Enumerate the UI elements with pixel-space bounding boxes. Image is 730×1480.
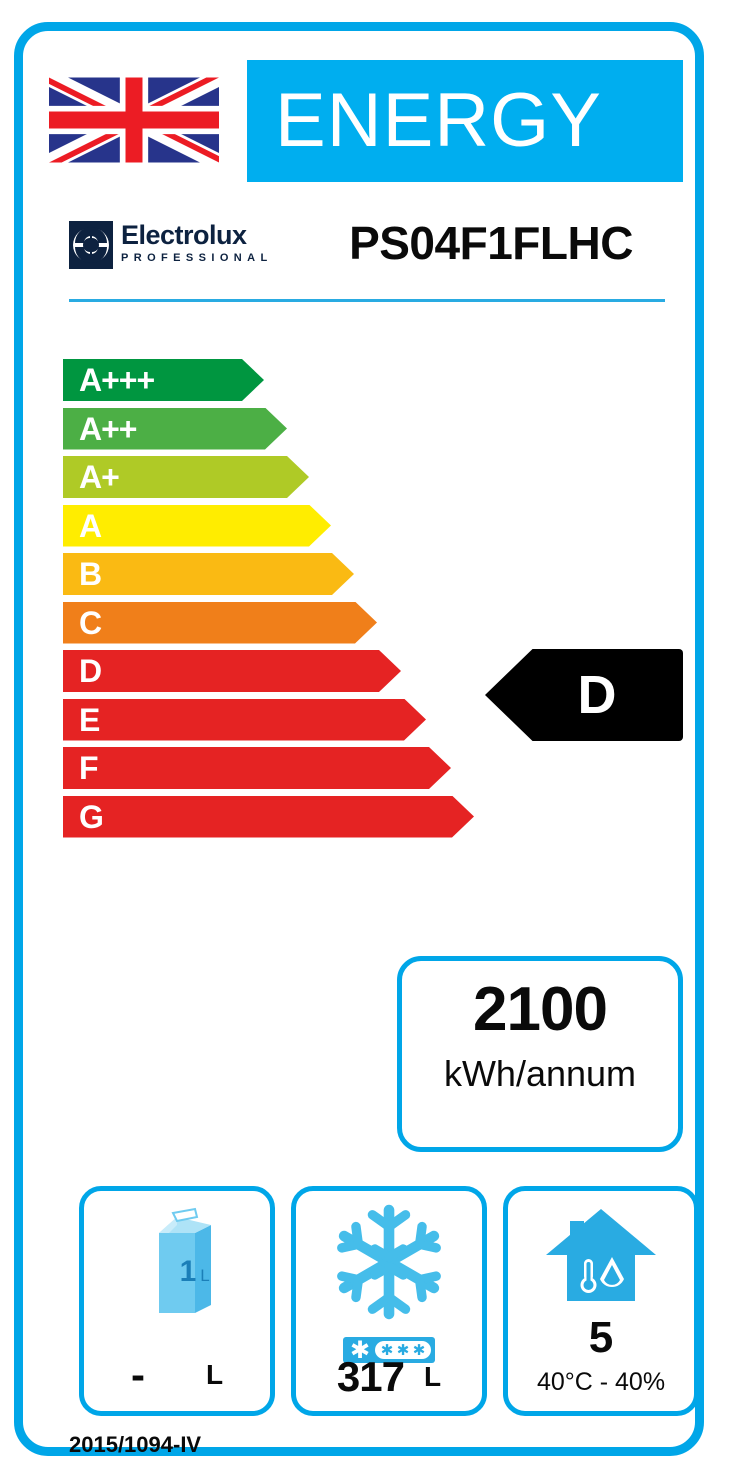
house-climate-icon	[508, 1203, 694, 1315]
selected-class-pointer: D	[485, 649, 683, 741]
class-row-A: A	[63, 504, 331, 547]
class-arrow: E	[63, 698, 426, 741]
climate-conditions: 40°C - 40%	[536, 1368, 666, 1396]
four-star-rating-icon: ✱ ✱ ✱ ✱	[296, 1335, 482, 1370]
model-name: PS04F1FLHC	[349, 217, 633, 269]
fridge-unit: L	[205, 1359, 224, 1390]
electrolux-logo-mark-icon	[69, 221, 113, 269]
milk-carton-icon: 1 L	[84, 1203, 270, 1321]
class-row-G: G	[63, 795, 474, 838]
svg-text:✱: ✱	[397, 1342, 410, 1359]
svg-text:✱: ✱	[350, 1337, 370, 1364]
class-row-E: E	[63, 698, 426, 741]
brand-sub: PROFESSIONAL	[121, 252, 273, 264]
class-arrow: C	[63, 601, 377, 644]
svg-text:L: L	[200, 1266, 209, 1285]
energy-banner: ENERGY	[247, 60, 683, 182]
class-arrow: B	[63, 553, 354, 595]
svg-text:✱: ✱	[381, 1342, 394, 1359]
class-arrow: D	[63, 650, 401, 692]
fridge-value: -	[130, 1351, 145, 1398]
class-letter: A	[79, 507, 102, 544]
climate-class-value: 5	[588, 1313, 614, 1362]
class-letter: A++	[79, 410, 137, 447]
brand-row: Electrolux PROFESSIONAL PS04F1FLHC	[49, 207, 683, 293]
pointer-arrow-shape	[485, 649, 683, 741]
class-arrow: A+++	[63, 359, 264, 401]
class-row-B: B	[63, 553, 354, 595]
energy-label-frame: ENERGY Electrolux PROFESSIONAL PS04F1FLH…	[14, 22, 704, 1457]
class-row-D: D	[63, 650, 401, 692]
electrolux-logo-icon: Electrolux PROFESSIONAL	[69, 220, 267, 273]
class-arrow: A+	[63, 456, 309, 498]
class-letter: F	[79, 750, 99, 786]
class-arrow: A++	[63, 407, 287, 450]
class-letter: E	[79, 701, 100, 738]
class-letter: A+++	[79, 362, 155, 398]
annual-consumption-box: 2100 kWh/annum	[397, 956, 683, 1152]
fridge-volume-box: 1 L - L	[79, 1186, 275, 1416]
freezer-value: 317	[336, 1353, 405, 1400]
freezer-footer: 317 L	[296, 1353, 482, 1401]
class-arrow: F	[63, 747, 451, 789]
label-header: ENERGY	[49, 55, 683, 185]
climate-class-box: 5 40°C - 40%	[503, 1186, 699, 1416]
class-row-C: C	[63, 601, 377, 644]
class-arrow: G	[63, 795, 474, 838]
svg-text:✱: ✱	[413, 1342, 426, 1359]
union-jack-flag-icon	[49, 55, 219, 185]
consumption-unit: kWh/annum	[443, 1053, 637, 1094]
selected-class-letter: D	[577, 665, 617, 725]
energy-class-scale: A+++ A++ A+ A B C D E F G	[49, 359, 683, 859]
svg-text:1: 1	[180, 1255, 197, 1288]
regulation-reference: 2015/1094-IV	[69, 1432, 202, 1457]
energy-word: ENERGY	[275, 78, 602, 163]
class-letter: A+	[79, 459, 120, 495]
brand-name: Electrolux	[121, 220, 247, 250]
class-row-F: F	[63, 747, 451, 789]
logo-text: Electrolux PROFESSIONAL	[121, 220, 273, 265]
class-letter: D	[79, 653, 102, 689]
class-row-Aplusplusplus: A+++	[63, 359, 264, 401]
class-letter: C	[79, 604, 102, 641]
freezer-volume-box: ✱ ✱ ✱ ✱ 317 L	[291, 1186, 487, 1416]
consumption-value: 2100	[473, 975, 608, 1044]
freezer-unit: L	[423, 1361, 442, 1392]
fridge-footer: - L	[84, 1351, 270, 1399]
header-divider	[69, 299, 665, 302]
class-arrow: A	[63, 504, 331, 547]
class-letter: B	[79, 556, 102, 592]
class-letter: G	[79, 798, 104, 835]
class-row-Aplusplus: A++	[63, 407, 287, 450]
class-row-Aplus: A+	[63, 456, 309, 498]
snowflake-icon	[296, 1203, 482, 1321]
